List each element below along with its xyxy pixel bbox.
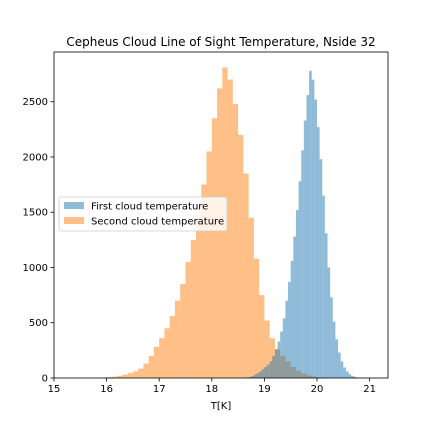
legend-label-first-cloud: First cloud temperature <box>91 202 208 213</box>
legend-swatch-second-cloud <box>64 217 84 224</box>
bar-series-1-20 <box>201 184 207 378</box>
y-tick-label-5: 2500 <box>23 97 48 108</box>
bar-series-0-6 <box>259 371 262 378</box>
y-tick-label-2: 1000 <box>23 263 48 274</box>
x-tick-label-6: 21 <box>363 384 376 395</box>
bar-series-1-4 <box>117 375 123 378</box>
bar-series-0-28 <box>316 127 320 379</box>
x-tick-label-5: 20 <box>311 384 324 395</box>
bar-series-0-13 <box>277 341 281 378</box>
bar-series-0-40 <box>348 374 352 378</box>
bar-series-0-15 <box>282 318 286 378</box>
x-axis-label: T[K] <box>210 401 232 412</box>
legend: First cloud temperature Second cloud tem… <box>58 196 228 232</box>
bar-series-0-34 <box>332 321 336 378</box>
bar-series-1-28 <box>243 173 249 378</box>
bar-series-0-26 <box>311 79 315 378</box>
legend-swatch-first-cloud <box>64 202 84 209</box>
bar-series-1-17 <box>185 261 191 378</box>
bar-series-0-8 <box>264 366 268 378</box>
bar-series-0-35 <box>335 339 339 378</box>
chart-title: Cepheus Cloud Line of Sight Temperature,… <box>66 35 375 49</box>
bar-series-0-7 <box>261 369 265 378</box>
legend-box <box>58 196 228 232</box>
bar-series-0-12 <box>274 349 278 378</box>
bar-series-0-29 <box>319 159 323 378</box>
bar-series-0-22 <box>301 150 304 378</box>
bar-series-0-27 <box>314 99 317 378</box>
x-tick-label-0: 15 <box>48 384 61 395</box>
bar-series-0-14 <box>280 331 283 378</box>
plot-frame <box>53 51 389 379</box>
bar-series-1-32 <box>264 320 270 378</box>
x-tick-label-3: 18 <box>205 384 218 395</box>
bar-series-1-11 <box>153 347 160 378</box>
bar-series-0-33 <box>330 297 333 378</box>
bar-series-0-18 <box>290 260 294 378</box>
bar-series-0-39 <box>345 371 349 378</box>
bar-series-0-16 <box>285 300 289 378</box>
y-tick-label-3: 1500 <box>23 208 48 219</box>
bar-series-1-26 <box>232 103 239 379</box>
bar-series-0-38 <box>343 367 346 378</box>
bar-series-0-20 <box>295 210 299 378</box>
bar-series-0-31 <box>324 233 328 378</box>
bar-series-0-23 <box>303 120 307 378</box>
bar-series-0-25 <box>309 70 312 378</box>
bar-series-1-3 <box>111 376 118 378</box>
bar-series-1-31 <box>259 295 265 378</box>
bar-series-0-30 <box>322 195 325 378</box>
bar-series-1-13 <box>164 328 170 378</box>
bar-series-0-11 <box>272 355 275 378</box>
bar-series-0-2 <box>248 376 252 378</box>
bar-series-1-30 <box>253 258 260 378</box>
x-tick-label-4: 19 <box>258 384 271 395</box>
bar-series-1-5 <box>122 374 128 378</box>
bar-series-0-41 <box>351 375 354 378</box>
bar-series-1-15 <box>174 300 181 378</box>
bar-series-1-6 <box>127 373 133 378</box>
bar-series-1-21 <box>206 151 212 378</box>
bar-series-0-37 <box>340 361 344 378</box>
bar-series-0-4 <box>253 374 257 378</box>
bar-series-1-14 <box>169 316 175 378</box>
bar-series-1-27 <box>238 134 244 378</box>
bar-series-0-9 <box>267 364 270 378</box>
bar-series-1-12 <box>159 338 165 378</box>
bar-series-0-10 <box>269 361 273 378</box>
ticks-layer: 15 16 17 18 19 20 21 0 500 1000 1500 2000 2500 <box>23 97 376 395</box>
bar-series-1-9 <box>143 363 149 378</box>
bar-series-0-42 <box>353 376 357 378</box>
bar-series-1-8 <box>138 368 144 378</box>
legend-label-second-cloud: Second cloud temperature <box>91 217 224 228</box>
y-tick-label-4: 2000 <box>23 152 48 163</box>
bar-series-1-18 <box>190 239 197 378</box>
x-tick-label-2: 17 <box>153 384 166 395</box>
bar-series-1-33 <box>269 338 275 378</box>
bar-series-0-24 <box>306 95 310 379</box>
bar-series-1-2 <box>106 377 112 378</box>
bar-series-1-10 <box>148 355 154 378</box>
bar-series-1-22 <box>211 118 218 378</box>
y-tick-label-1: 500 <box>29 318 48 329</box>
y-tick-label-0: 0 <box>42 374 48 385</box>
bar-series-0-3 <box>251 376 254 378</box>
bar-series-0-36 <box>338 352 341 378</box>
bar-series-1-25 <box>227 79 233 378</box>
bar-series-0-19 <box>293 236 296 378</box>
bar-series-1-23 <box>217 88 223 378</box>
bar-series-0-32 <box>327 267 331 378</box>
x-tick-label-1: 16 <box>100 384 113 395</box>
bar-series-0-17 <box>288 281 291 378</box>
bar-series-0-21 <box>298 181 302 378</box>
bar-series-1-19 <box>196 214 202 378</box>
bar-series-1-7 <box>132 371 139 378</box>
bar-series-1-29 <box>248 217 254 378</box>
bar-series-1-16 <box>180 284 186 378</box>
bar-series-0-5 <box>256 373 260 378</box>
